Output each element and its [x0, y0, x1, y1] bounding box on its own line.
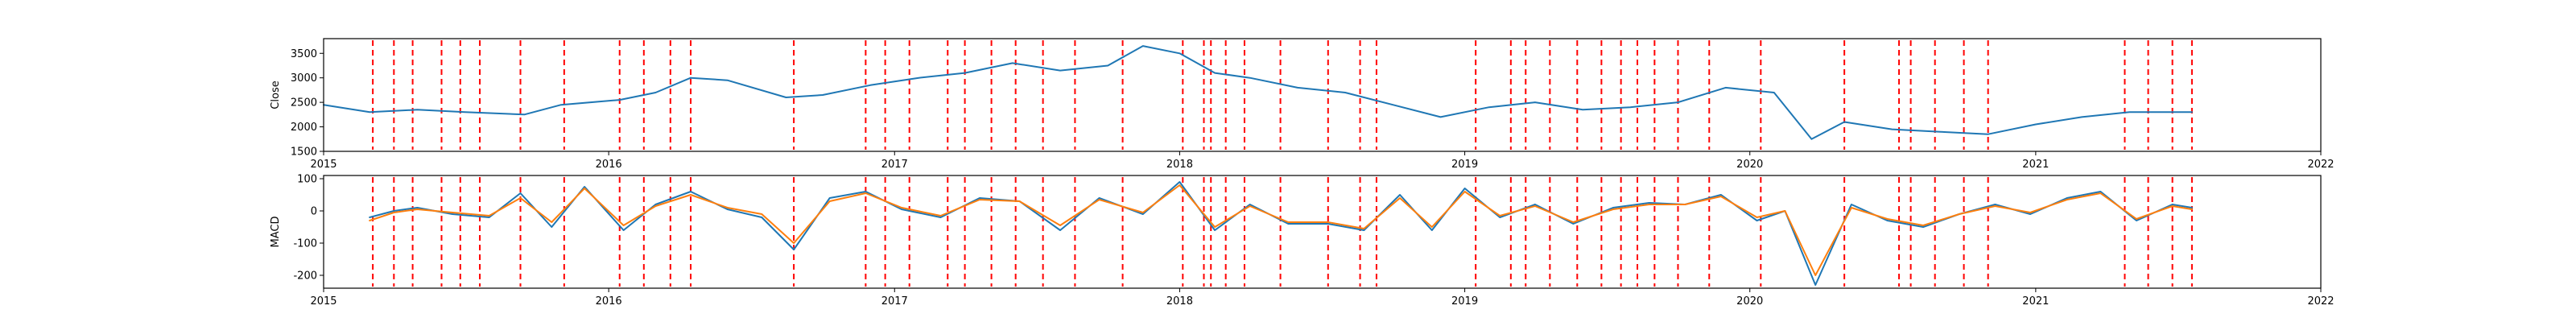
- x-tick-label: 2018: [1166, 295, 1193, 308]
- y-axis-label: MACD: [270, 217, 282, 248]
- x-tick-label: 2022: [2307, 159, 2334, 171]
- y-axis-label: Close: [270, 80, 282, 109]
- y-tick-label: 100: [297, 174, 317, 186]
- y-tick-label: -100: [293, 238, 317, 250]
- x-tick-label: 2022: [2307, 295, 2334, 308]
- series-line-1: [323, 45, 2193, 140]
- close-price-panel: 1500 2000 2500 3000 3500 2015 2016 2017 2018 2019…: [270, 38, 2334, 171]
- y-tick-label: 2500: [291, 97, 317, 109]
- x-tick-label: 2018: [1166, 159, 1193, 171]
- y-tick-label: 0: [311, 206, 317, 218]
- y-tick-label: 3500: [291, 48, 317, 60]
- x-tick-label: 2016: [596, 295, 622, 308]
- x-tick-label: 2017: [881, 295, 908, 308]
- x-tick-label: 2019: [1451, 295, 1478, 308]
- y-tick-label: 1500: [291, 147, 317, 159]
- macd-panel: -200 -100 0 100 2015 2016 2017 2018 2019 2020 2021…: [270, 174, 2334, 308]
- y-tick-label: -200: [293, 270, 317, 283]
- y-tick-label: 2000: [291, 122, 317, 134]
- x-tick-label: 2016: [596, 159, 622, 171]
- x-tick-label: 2021: [2022, 159, 2049, 171]
- x-tick-label: 2021: [2022, 295, 2049, 308]
- plot-frame: [323, 175, 2322, 289]
- x-tick-label: 2015: [310, 295, 336, 308]
- x-tick-label: 2020: [1736, 159, 1763, 171]
- series-line-2: [369, 184, 2193, 276]
- plot-frame: [323, 38, 2322, 152]
- x-tick-label: 2017: [881, 159, 908, 171]
- x-tick-label: 2019: [1451, 159, 1478, 171]
- y-tick-label: 3000: [291, 72, 317, 85]
- x-tick-label: 2020: [1736, 295, 1763, 308]
- x-tick-label: 2015: [310, 159, 336, 171]
